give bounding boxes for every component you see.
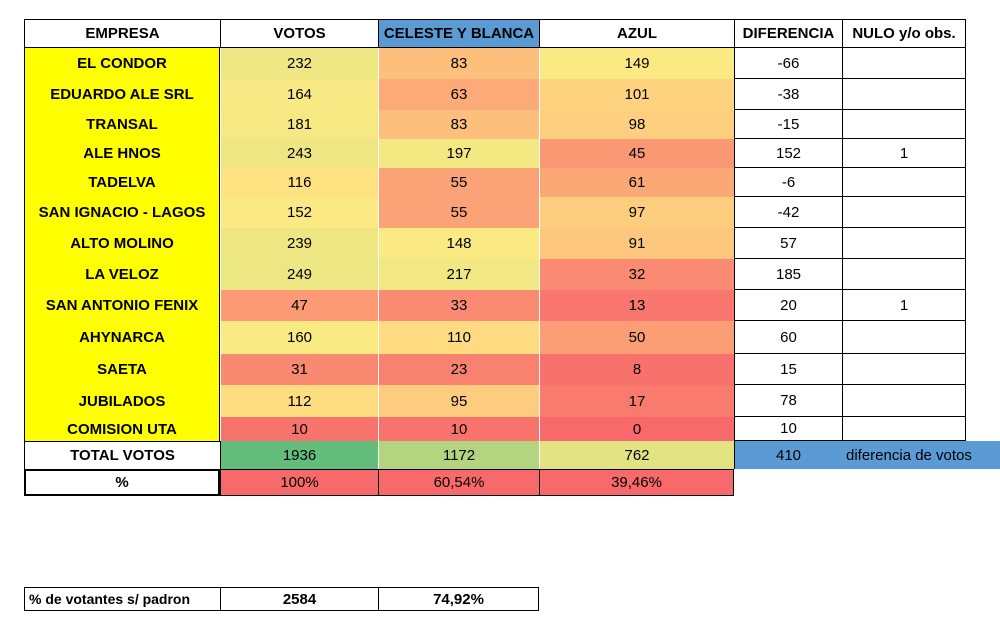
- nulo-cell: [842, 385, 966, 417]
- celeste-cell: 197: [378, 139, 539, 168]
- votos-cell: 10: [220, 417, 378, 441]
- diferencia-cell: 152: [734, 139, 842, 168]
- celeste-cell: 63: [378, 79, 539, 110]
- votos-cell: 249: [220, 259, 378, 290]
- nulo-cell: 1: [842, 139, 966, 168]
- celeste-cell: 83: [378, 110, 539, 139]
- azul-cell: 32: [539, 259, 734, 290]
- diferencia-cell: 10: [734, 417, 842, 441]
- votos-cell: 47: [220, 290, 378, 321]
- percent-label: %: [24, 469, 220, 496]
- header-diferencia: DIFERENCIA: [734, 19, 842, 48]
- azul-cell: 101: [539, 79, 734, 110]
- azul-cell: 50: [539, 321, 734, 354]
- celeste-cell: 110: [378, 321, 539, 354]
- nulo-cell: [842, 228, 966, 259]
- votos-cell: 31: [220, 354, 378, 385]
- total-azul: 762: [539, 441, 734, 469]
- padron-label: % de votantes s/ padron: [24, 587, 220, 611]
- azul-cell: 98: [539, 110, 734, 139]
- empresa-cell: AHYNARCA: [24, 321, 220, 354]
- celeste-cell: 55: [378, 168, 539, 197]
- azul-cell: 91: [539, 228, 734, 259]
- azul-cell: 13: [539, 290, 734, 321]
- total-celeste: 1172: [378, 441, 539, 469]
- votos-cell: 232: [220, 48, 378, 79]
- azul-cell: 97: [539, 197, 734, 228]
- header-celeste: CELESTE Y BLANCA: [378, 19, 539, 48]
- nulo-cell: [842, 79, 966, 110]
- header-votos: VOTOS: [220, 19, 378, 48]
- diferencia-cell: 78: [734, 385, 842, 417]
- celeste-cell: 10: [378, 417, 539, 441]
- azul-cell: 0: [539, 417, 734, 441]
- azul-cell: 17: [539, 385, 734, 417]
- padron-value: 2584: [220, 587, 378, 611]
- nulo-cell: [842, 354, 966, 385]
- nulo-cell: [842, 259, 966, 290]
- diferencia-cell: 57: [734, 228, 842, 259]
- header-azul: AZUL: [539, 19, 734, 48]
- padron-percent: 74,92%: [378, 587, 539, 611]
- celeste-cell: 23: [378, 354, 539, 385]
- votos-cell: 116: [220, 168, 378, 197]
- nulo-cell: [842, 321, 966, 354]
- diferencia-cell: -42: [734, 197, 842, 228]
- empresa-cell: TADELVA: [24, 168, 220, 197]
- total-diferencia: 410: [734, 441, 842, 469]
- diferencia-cell: -6: [734, 168, 842, 197]
- celeste-cell: 33: [378, 290, 539, 321]
- celeste-cell: 55: [378, 197, 539, 228]
- nulo-cell: [842, 197, 966, 228]
- votos-cell: 243: [220, 139, 378, 168]
- azul-cell: 149: [539, 48, 734, 79]
- percent-celeste: 60,54%: [378, 469, 539, 496]
- diferencia-cell: -38: [734, 79, 842, 110]
- nulo-cell: 1: [842, 290, 966, 321]
- votos-cell: 181: [220, 110, 378, 139]
- nulo-cell: [842, 48, 966, 79]
- header-empresa: EMPRESA: [24, 19, 220, 48]
- empresa-cell: LA VELOZ: [24, 259, 220, 290]
- empresa-cell: SAN IGNACIO - LAGOS: [24, 197, 220, 228]
- total-note: diferencia de votos: [842, 441, 1000, 469]
- empresa-cell: EDUARDO ALE SRL: [24, 79, 220, 110]
- empresa-cell: ALTO MOLINO: [24, 228, 220, 259]
- empresa-cell: TRANSAL: [24, 110, 220, 139]
- empresa-cell: ALE HNOS: [24, 139, 220, 168]
- empresa-cell: SAETA: [24, 354, 220, 385]
- azul-cell: 61: [539, 168, 734, 197]
- nulo-cell: [842, 168, 966, 197]
- diferencia-cell: -15: [734, 110, 842, 139]
- diferencia-cell: 60: [734, 321, 842, 354]
- celeste-cell: 95: [378, 385, 539, 417]
- votos-cell: 239: [220, 228, 378, 259]
- percent-azul: 39,46%: [539, 469, 734, 496]
- diferencia-cell: -66: [734, 48, 842, 79]
- diferencia-cell: 185: [734, 259, 842, 290]
- nulo-cell: [842, 110, 966, 139]
- empresa-cell: COMISION UTA: [24, 417, 220, 441]
- diferencia-cell: 15: [734, 354, 842, 385]
- total-votos: 1936: [220, 441, 378, 469]
- nulo-cell: [842, 417, 966, 441]
- votos-cell: 112: [220, 385, 378, 417]
- celeste-cell: 83: [378, 48, 539, 79]
- empresa-cell: EL CONDOR: [24, 48, 220, 79]
- empresa-cell: SAN ANTONIO FENIX: [24, 290, 220, 321]
- votos-cell: 164: [220, 79, 378, 110]
- total-label: TOTAL VOTOS: [24, 441, 220, 469]
- votos-cell: 160: [220, 321, 378, 354]
- celeste-cell: 148: [378, 228, 539, 259]
- header-nulo: NULO y/o obs.: [842, 19, 966, 48]
- empresa-cell: JUBILADOS: [24, 385, 220, 417]
- azul-cell: 8: [539, 354, 734, 385]
- celeste-cell: 217: [378, 259, 539, 290]
- azul-cell: 45: [539, 139, 734, 168]
- votos-cell: 152: [220, 197, 378, 228]
- diferencia-cell: 20: [734, 290, 842, 321]
- percent-votos: 100%: [220, 469, 378, 496]
